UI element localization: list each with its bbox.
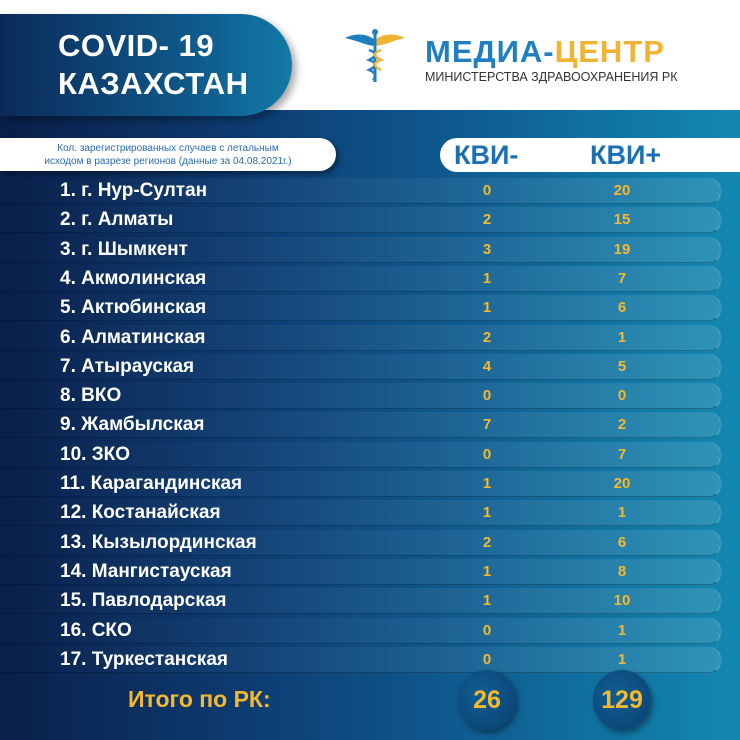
table-row: 16. СКО 0 1 [0, 617, 722, 644]
table-row: 14. Мангистауская 1 8 [0, 558, 722, 585]
region-name: 10. ЗКО [60, 443, 130, 465]
kvi-minus-value: 3 [482, 240, 492, 258]
kvi-minus-value: 1 [482, 592, 492, 610]
region-name: 1. г. Нур-Султан [60, 180, 208, 201]
table-row: 3. г. Шымкент 3 19 [0, 236, 722, 263]
kvi-plus-value: 1 [617, 650, 627, 668]
column-header-kvi-plus: КВИ+ [590, 140, 662, 170]
table-row: 7. Атырауская 4 5 [0, 353, 722, 380]
table-row: 5. Актюбинская 1 6 [0, 295, 722, 322]
table-row: 15. Павлодарская 1 10 [0, 588, 722, 615]
kvi-minus-value: 0 [482, 182, 492, 199]
brand-part2: ЦЕНТР [554, 34, 665, 69]
kvi-minus-value: 2 [482, 328, 492, 346]
kvi-plus-value: 6 [617, 533, 627, 551]
total-label: Итого по РК: [128, 686, 271, 712]
table-row: 8. ВКО 0 0 [0, 383, 722, 410]
region-name: 5. Актюбинская [60, 297, 207, 319]
kvi-plus-value: 20 [613, 475, 631, 492]
kvi-minus-value: 0 [482, 445, 492, 463]
kvi-minus-value: 1 [482, 475, 492, 492]
kvi-plus-value: 8 [617, 562, 627, 580]
brand-name: МЕДИА-ЦЕНТР [425, 34, 665, 70]
kvi-minus-value: 0 [482, 650, 492, 668]
subtitle: Кол. зарегистрированных случаев с леталь… [0, 138, 336, 171]
subtitle-line1: Кол. зарегистрированных случаев с леталь… [57, 143, 279, 154]
content-panel [0, 110, 740, 740]
kvi-plus-value: 19 [613, 240, 631, 258]
kvi-minus-value: 1 [482, 504, 492, 522]
title-badge: COVID- 19 КАЗАХСТАН [0, 14, 292, 116]
total-kvi-minus: 26 [458, 670, 516, 730]
region-name: 13. Кызылординская [60, 531, 257, 553]
kvi-minus-value: 2 [482, 211, 492, 229]
table-row: 10. ЗКО 0 7 [0, 441, 722, 468]
region-name: 15. Павлодарская [60, 590, 227, 612]
table-row: 9. Жамбылская 7 2 [0, 412, 722, 439]
region-name: 6. Алматинская [60, 326, 206, 348]
table-row: 6. Алматинская 2 1 [0, 324, 722, 351]
region-name: 9. Жамбылская [60, 414, 205, 436]
kvi-minus-value: 7 [482, 416, 492, 434]
kvi-plus-value: 1 [617, 504, 627, 522]
region-name: 8. ВКО [60, 385, 122, 407]
region-name: 14. Мангистауская [60, 560, 232, 582]
kvi-plus-value: 7 [617, 269, 627, 287]
kvi-plus-value: 1 [617, 328, 627, 346]
kvi-plus-value: 5 [617, 357, 627, 375]
caduceus-icon [345, 29, 405, 82]
region-name: 11. Карагандинская [60, 473, 243, 494]
table-row: 4. Акмолинская 1 7 [0, 265, 722, 292]
column-headers: КВИ- КВИ+ [440, 138, 740, 172]
title-line2: КАЗАХСТАН [58, 66, 249, 101]
column-header-kvi-minus: КВИ- [454, 140, 519, 170]
kvi-minus-value: 0 [482, 387, 492, 405]
kvi-plus-value: 1 [617, 621, 627, 639]
kvi-minus-value: 1 [482, 299, 492, 317]
kvi-plus-value: 15 [613, 211, 631, 229]
table-row: 11. Карагандинская 1 20 [0, 471, 722, 497]
region-name: 2. г. Алматы [60, 209, 174, 231]
region-name: 12. Костанайская [60, 502, 221, 524]
kvi-plus-value: 2 [617, 416, 627, 434]
region-name: 7. Атырауская [60, 355, 195, 377]
kvi-minus-value: 4 [482, 357, 492, 375]
region-name: 3. г. Шымкент [60, 238, 188, 260]
brand-part1: МЕДИА- [425, 34, 555, 69]
kvi-plus-value: 20 [613, 182, 631, 199]
table-row: 13. Кызылординская 2 6 [0, 529, 722, 556]
title-line1: COVID- 19 [58, 28, 215, 63]
region-name: 4. Акмолинская [60, 267, 207, 289]
kvi-minus-value: 1 [482, 269, 492, 287]
table-row: 17. Туркестанская 0 1 [0, 646, 722, 673]
region-name: 17. Туркестанская [60, 648, 228, 670]
total-kvi-plus: 129 [593, 670, 651, 730]
kvi-minus-value: 0 [482, 621, 492, 639]
kvi-plus-value: 10 [613, 592, 631, 610]
table-row: 1. г. Нур-Султан 0 20 [0, 178, 722, 204]
kvi-plus-value: 7 [617, 445, 627, 463]
kvi-minus-value: 1 [482, 562, 492, 580]
subtitle-line2: исходом в разрезе регионов (данные за 04… [44, 156, 292, 167]
kvi-plus-value: 0 [617, 387, 627, 405]
table-row: 2. г. Алматы 2 15 [0, 207, 722, 234]
region-name: 16. СКО [60, 619, 132, 641]
kvi-plus-value: 6 [617, 299, 627, 317]
kvi-minus-value: 2 [482, 533, 492, 551]
table-row: 12. Костанайская 1 1 [0, 500, 722, 527]
ministry-name: МИНИСТЕРСТВА ЗДРАВООХРАНЕНИЯ РК [425, 70, 678, 84]
